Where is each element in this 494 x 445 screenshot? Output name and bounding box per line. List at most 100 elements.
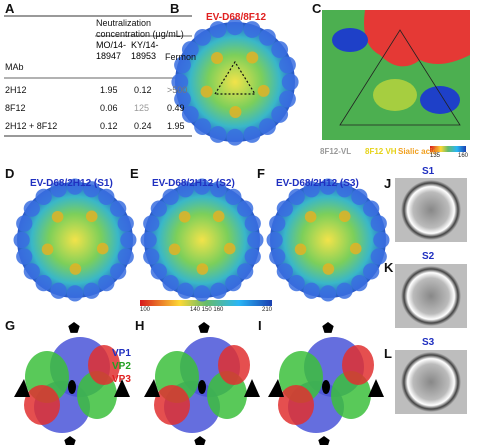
virus-bump <box>150 263 167 280</box>
panel-letter: H <box>135 318 145 333</box>
virus-bump <box>336 181 353 198</box>
virus-bump <box>194 118 211 136</box>
legend-label: Sialic acid <box>398 147 438 156</box>
virus-bump <box>288 188 305 205</box>
virus-bump <box>349 242 362 255</box>
virus-bump <box>246 51 259 64</box>
virus-bump <box>143 215 160 232</box>
colorbar-label: 135 <box>430 153 441 159</box>
virus-surface <box>270 182 386 298</box>
virus-bump <box>212 210 225 223</box>
panel-letter: L <box>384 346 392 361</box>
virus-bump <box>243 21 261 38</box>
table-column-header: KY/14-18953 <box>131 40 159 61</box>
panel-letter: G <box>5 318 16 333</box>
virus-bump <box>243 126 261 143</box>
virus-bump <box>271 106 289 123</box>
virus-bump <box>363 200 380 217</box>
colorbar-label: 210 <box>262 307 273 313</box>
panel-letter: I <box>258 318 262 333</box>
virus-bump <box>259 28 276 46</box>
virus-bump <box>211 51 224 64</box>
colorbar-label: 100 <box>140 307 151 313</box>
virus-bump <box>171 73 189 91</box>
virus-bump <box>50 181 67 198</box>
table-cell: >500 <box>167 85 188 95</box>
virus-surface <box>144 182 260 298</box>
map-region <box>364 10 470 67</box>
virus-bump <box>96 242 109 255</box>
virus-bump <box>174 90 191 108</box>
panel-letter: A <box>5 1 15 16</box>
virus-bump <box>259 118 276 136</box>
virus-bump <box>247 231 264 249</box>
virus-bump <box>226 128 244 146</box>
table-cell: 2H12 <box>5 85 27 95</box>
virus-bump <box>13 231 30 249</box>
virus-bump <box>16 248 33 265</box>
pentagon-symbol <box>194 436 206 445</box>
virus-bump <box>168 243 181 256</box>
colorbar <box>430 146 466 152</box>
virus-bump <box>143 248 160 265</box>
virus-bump <box>98 188 115 205</box>
virus-bump <box>120 231 137 249</box>
vp3 <box>88 345 120 385</box>
virus-bump <box>210 181 227 198</box>
virus-bump <box>269 215 286 232</box>
em-particle <box>401 352 461 412</box>
panel-letter: E <box>130 166 139 181</box>
em-particle <box>401 180 461 240</box>
twofold-symbol <box>322 380 330 394</box>
table-cell: 1.95 <box>167 121 185 131</box>
colorbar-label: 160 <box>458 153 469 159</box>
vp3 <box>218 345 250 385</box>
virus-bump <box>66 285 84 302</box>
virus-bump <box>244 248 261 265</box>
virus-bump <box>279 90 296 108</box>
virus-bump <box>66 178 84 195</box>
virus-bump <box>303 282 320 299</box>
table-cell: 125 <box>134 103 150 113</box>
virus-bump <box>110 263 127 280</box>
table-cell: 0.12 <box>100 121 118 131</box>
table-column-header: MO/14-18947 <box>96 40 127 61</box>
virus-bump <box>178 210 191 223</box>
virus-bump <box>322 263 335 275</box>
table-cell: 0.49 <box>167 103 185 113</box>
virus-bump <box>279 56 296 74</box>
table-column-header: Fermon <box>165 52 197 62</box>
virus-bump <box>35 188 52 205</box>
virus-bump <box>304 210 317 223</box>
triangle-symbol <box>244 379 260 397</box>
virus-bump <box>193 285 211 302</box>
triangle-symbol <box>14 379 30 397</box>
panel-title: EV-D68/2H12 (S3) <box>276 178 359 189</box>
virus-bump <box>117 248 134 265</box>
virus-bump <box>319 178 337 195</box>
twofold-symbol <box>68 380 76 394</box>
panel-title: S2 <box>422 251 435 262</box>
virus-bump <box>110 200 127 217</box>
virus-bump <box>237 200 254 217</box>
virus-bump <box>351 275 368 292</box>
panel-letter: C <box>312 1 322 16</box>
table-cell: 0.12 <box>134 85 152 95</box>
legend-label: 8F12-VL <box>320 147 352 156</box>
pentagon-symbol <box>322 322 334 333</box>
virus-bump <box>266 231 283 249</box>
map-region <box>373 79 417 111</box>
virus-bump <box>23 263 40 280</box>
virus-bump <box>50 282 67 299</box>
virus-bump <box>177 282 194 299</box>
colorbar-label: 140 150 160 <box>190 307 224 313</box>
table-cell: 8F12 <box>5 103 26 113</box>
virus-bump <box>117 215 134 232</box>
table-cell: 0.24 <box>134 121 152 131</box>
panel-title: S1 <box>422 166 435 177</box>
pentagon-symbol <box>198 322 210 333</box>
virus-bump <box>237 263 254 280</box>
vp3 <box>154 385 190 425</box>
